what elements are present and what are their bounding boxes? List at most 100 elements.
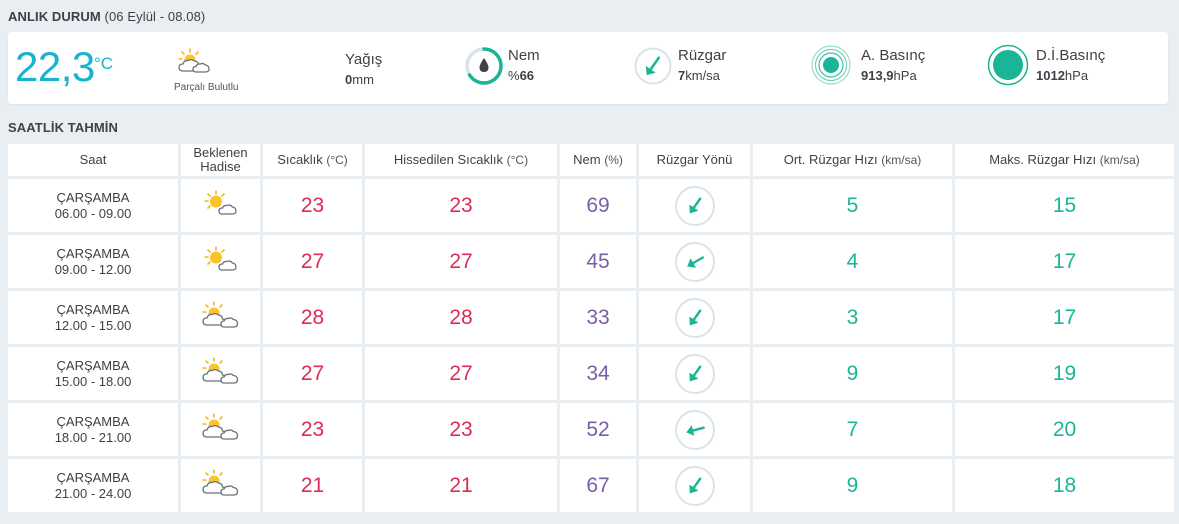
header-event: Beklenen Hadise bbox=[181, 144, 260, 176]
wind-direction-icon bbox=[674, 465, 715, 506]
sea-pressure-value: 1012hPa bbox=[1036, 68, 1088, 83]
wind-direction-cell bbox=[639, 179, 750, 232]
max-wind-cell: 18 bbox=[955, 459, 1174, 512]
humidity-gauge-icon bbox=[464, 46, 504, 91]
wind-direction-cell bbox=[639, 235, 750, 288]
wind-direction-cell bbox=[639, 403, 750, 456]
humidity-cell: 33 bbox=[560, 291, 636, 344]
humidity-label: Nem bbox=[508, 47, 540, 64]
header-temperature: Sıcaklık (°C) bbox=[263, 144, 362, 176]
current-condition-label: Parçalı Bulutlu bbox=[174, 82, 239, 93]
feels-like-cell: 27 bbox=[365, 347, 557, 400]
wind-label: Rüzgar bbox=[678, 47, 727, 64]
event-cell bbox=[181, 179, 260, 232]
wind-direction-icon bbox=[674, 241, 715, 282]
current-conditions-title: ANLIK DURUM (06 Eylül - 08.08) bbox=[8, 9, 205, 24]
humidity-prefix: % bbox=[508, 68, 520, 83]
pressure-number: 913,9 bbox=[861, 68, 894, 83]
row-time-range: 12.00 - 15.00 bbox=[54, 317, 132, 333]
mostly-sunny-icon bbox=[203, 190, 239, 220]
header-temp-label: Sıcaklık bbox=[277, 152, 323, 167]
wind-unit: km/sa bbox=[685, 68, 720, 83]
row-day: ÇARŞAMBA bbox=[56, 357, 130, 373]
header-temp-unit: (°C) bbox=[326, 153, 348, 167]
row-time-range: 09.00 - 12.00 bbox=[54, 261, 132, 277]
temperature-cell: 28 bbox=[263, 291, 362, 344]
forecast-row: ÇARŞAMBA 09.00 - 12.00 27 27 45 4 17 bbox=[8, 235, 1174, 288]
time-cell: ÇARŞAMBA 09.00 - 12.00 bbox=[8, 235, 178, 288]
time-cell: ÇARŞAMBA 18.00 - 21.00 bbox=[8, 403, 178, 456]
humidity-number: 66 bbox=[519, 68, 535, 83]
header-hum-label: Nem bbox=[573, 152, 601, 167]
hourly-forecast-table: Saat Beklenen Hadise Sıcaklık (°C) Hissed… bbox=[5, 141, 1177, 515]
header-time: Saat bbox=[8, 144, 178, 176]
avg-wind-cell: 9 bbox=[753, 347, 952, 400]
wind-direction-cell bbox=[639, 291, 750, 344]
header-hum-unit: (%) bbox=[604, 153, 623, 167]
row-time-range: 15.00 - 18.00 bbox=[54, 373, 132, 389]
mostly-sunny-icon bbox=[203, 246, 239, 276]
time-cell: ÇARŞAMBA 12.00 - 15.00 bbox=[8, 291, 178, 344]
header-feels-unit: (°C) bbox=[506, 153, 529, 167]
time-cell: ÇARŞAMBA 06.00 - 09.00 bbox=[8, 179, 178, 232]
forecast-row: ÇARŞAMBA 15.00 - 18.00 27 27 34 9 19 bbox=[8, 347, 1174, 400]
row-day: ÇARŞAMBA bbox=[56, 301, 130, 317]
row-day: ÇARŞAMBA bbox=[56, 245, 130, 261]
avg-wind-cell: 4 bbox=[753, 235, 952, 288]
header-time-label: Saat bbox=[79, 152, 107, 167]
precip-label: Yağış bbox=[345, 51, 383, 68]
max-wind-cell: 20 bbox=[955, 403, 1174, 456]
wind-direction-icon bbox=[674, 185, 715, 226]
temperature-cell: 23 bbox=[263, 179, 362, 232]
header-max-wind: Maks. Rüzgar Hızı (km/sa) bbox=[955, 144, 1174, 176]
temperature-cell: 23 bbox=[263, 403, 362, 456]
header-event-line2: Hadise bbox=[200, 159, 241, 174]
pressure-value: 913,9hPa bbox=[861, 68, 917, 83]
row-time-range: 21.00 - 24.00 bbox=[54, 485, 132, 501]
header-wind-dir-label: Rüzgar Yönü bbox=[656, 152, 733, 167]
humidity-cell: 69 bbox=[560, 179, 636, 232]
current-title-date: (06 Eylül - 08.08) bbox=[104, 9, 206, 24]
humidity-cell: 52 bbox=[560, 403, 636, 456]
max-wind-cell: 17 bbox=[955, 235, 1174, 288]
header-feels-label: Hissedilen Sıcaklık bbox=[393, 152, 503, 167]
feels-like-cell: 28 bbox=[365, 291, 557, 344]
header-avg-wind: Ort. Rüzgar Hızı (km/sa) bbox=[753, 144, 952, 176]
header-avg-wind-label: Ort. Rüzgar Hızı bbox=[783, 152, 878, 167]
sea-pressure-label: D.İ.Basınç bbox=[1036, 47, 1106, 64]
table-header-row: Saat Beklenen Hadise Sıcaklık (°C) Hissed… bbox=[8, 144, 1174, 176]
event-cell bbox=[181, 347, 260, 400]
sea-pressure-unit: hPa bbox=[1064, 68, 1089, 83]
time-cell: ÇARŞAMBA 15.00 - 18.00 bbox=[8, 347, 178, 400]
event-cell bbox=[181, 403, 260, 456]
header-humidity: Nem (%) bbox=[560, 144, 636, 176]
event-cell bbox=[181, 459, 260, 512]
wind-direction-icon bbox=[674, 409, 715, 450]
header-max-wind-label: Maks. Rüzgar Hızı bbox=[989, 152, 1097, 167]
current-temperature-unit: °C bbox=[94, 54, 114, 73]
wind-value: 7km/sa bbox=[678, 68, 720, 83]
precip-number: 0 bbox=[345, 72, 353, 87]
pressure-label: A. Basınç bbox=[861, 47, 926, 64]
current-temperature: 22,3 bbox=[15, 43, 95, 90]
feels-like-cell: 27 bbox=[365, 235, 557, 288]
temperature-cell: 27 bbox=[263, 235, 362, 288]
partly-cloudy-icon bbox=[201, 413, 241, 445]
avg-wind-cell: 7 bbox=[753, 403, 952, 456]
feels-like-cell: 23 bbox=[365, 179, 557, 232]
pressure-icon bbox=[810, 44, 852, 91]
time-cell: ÇARŞAMBA 21.00 - 24.00 bbox=[8, 459, 178, 512]
sea-pressure-number: 1012 bbox=[1036, 68, 1065, 83]
header-wind-direction: Rüzgar Yönü bbox=[639, 144, 750, 176]
event-cell bbox=[181, 235, 260, 288]
avg-wind-cell: 5 bbox=[753, 179, 952, 232]
hourly-forecast-title: SAATLİK TAHMİN bbox=[8, 120, 118, 135]
temperature-cell: 27 bbox=[263, 347, 362, 400]
partly-cloudy-icon bbox=[201, 357, 241, 389]
feels-like-cell: 21 bbox=[365, 459, 557, 512]
header-avg-wind-unit: (km/sa) bbox=[881, 153, 922, 167]
row-time-range: 18.00 - 21.00 bbox=[54, 429, 132, 445]
current-conditions-card: 22,3 °C Parçalı Bulutlu Yağış 0mm Nem %6… bbox=[8, 32, 1168, 104]
humidity-cell: 45 bbox=[560, 235, 636, 288]
max-wind-cell: 15 bbox=[955, 179, 1174, 232]
